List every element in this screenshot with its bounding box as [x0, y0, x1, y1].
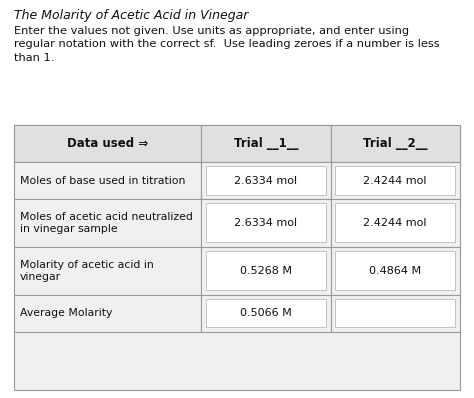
Text: Trial __1__: Trial __1__ — [234, 137, 298, 150]
Text: 0.5066 M: 0.5066 M — [240, 308, 292, 318]
Text: 2.6334 mol: 2.6334 mol — [235, 218, 298, 228]
Text: Moles of acetic acid neutralized
in vinegar sample: Moles of acetic acid neutralized in vine… — [20, 213, 193, 234]
Text: 0.4864 M: 0.4864 M — [369, 266, 421, 276]
Text: Average Molarity: Average Molarity — [20, 308, 112, 318]
Text: 2.4244 mol: 2.4244 mol — [364, 176, 427, 186]
Text: The Molarity of Acetic Acid in Vinegar: The Molarity of Acetic Acid in Vinegar — [14, 9, 248, 22]
Text: Moles of base used in titration: Moles of base used in titration — [20, 176, 185, 186]
Text: Trial __2__: Trial __2__ — [363, 137, 428, 150]
Text: Molarity of acetic acid in
vinegar: Molarity of acetic acid in vinegar — [20, 260, 154, 282]
Text: 0.5268 M: 0.5268 M — [240, 266, 292, 276]
Text: 2.6334 mol: 2.6334 mol — [235, 176, 298, 186]
Text: Data used ⇒: Data used ⇒ — [67, 137, 148, 150]
Text: 2.4244 mol: 2.4244 mol — [364, 218, 427, 228]
Text: Enter the values not given. Use units as appropriate, and enter using
regular no: Enter the values not given. Use units as… — [14, 26, 440, 63]
